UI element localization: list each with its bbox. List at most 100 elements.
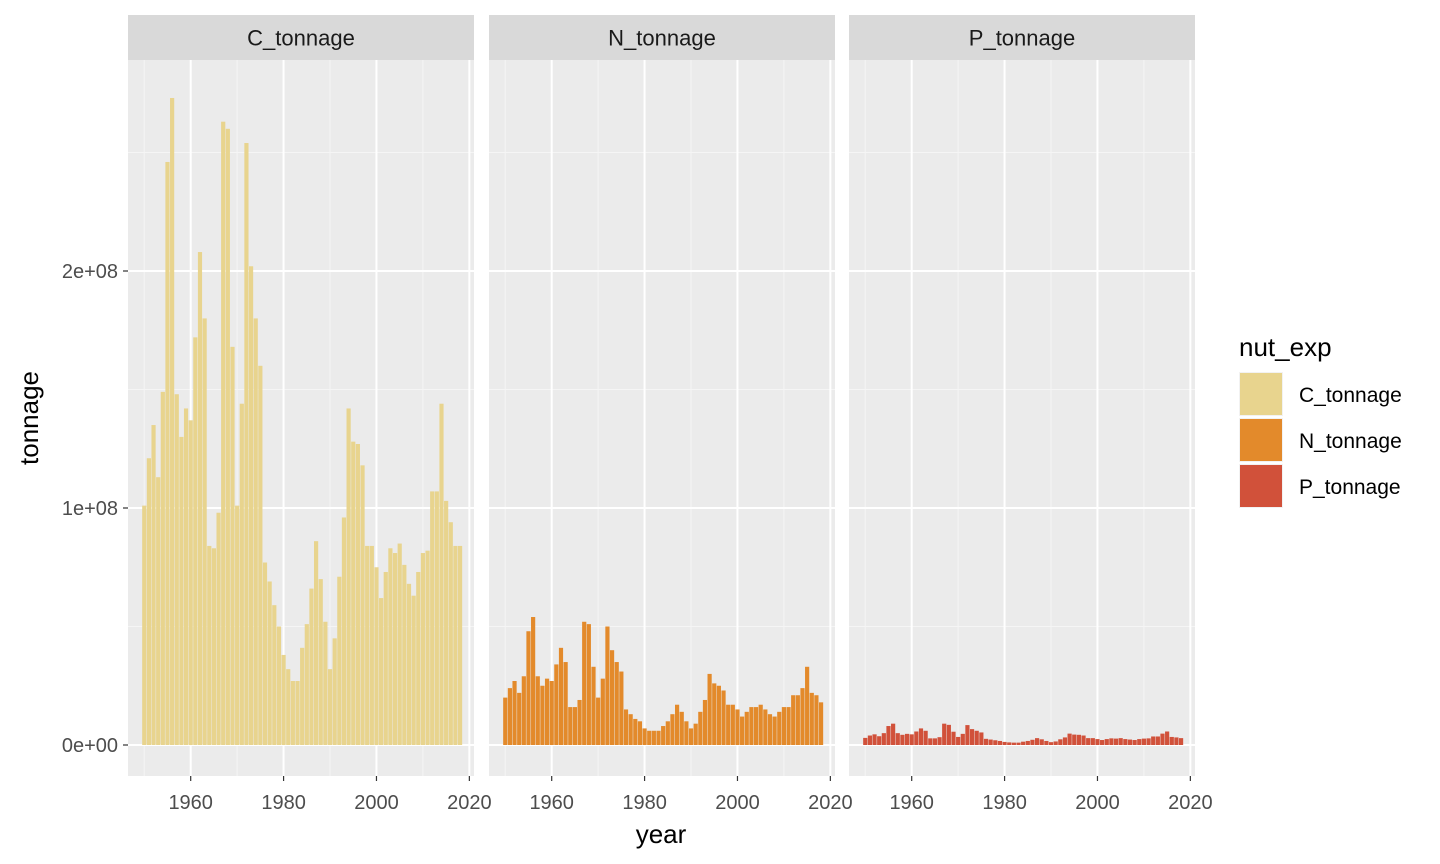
bar-P_tonnage-2011 xyxy=(1146,738,1151,745)
bar-N_tonnage-1965 xyxy=(572,707,578,745)
bar-P_tonnage-1994 xyxy=(1067,733,1072,745)
bar-N_tonnage-1964 xyxy=(568,707,573,745)
bar-N_tonnage-1953 xyxy=(517,692,522,745)
panel-C_tonnage: C_tonnage 1960 1980 2000 2020 xyxy=(128,15,492,814)
bar-N_tonnage-2018 xyxy=(818,702,824,745)
bar-N_tonnage-2000 xyxy=(735,709,740,745)
bar-P_tonnage-1952 xyxy=(872,734,877,745)
bar-P_tonnage-2017 xyxy=(1174,737,1179,745)
bar-N_tonnage-1971 xyxy=(600,678,605,745)
bar-N_tonnage-2004 xyxy=(753,707,759,745)
bar-P_tonnage-2013 xyxy=(1155,736,1160,745)
bar-P_tonnage-2012 xyxy=(1151,736,1156,745)
bar-P_tonnage-1976 xyxy=(983,738,989,745)
bar-C_tonnage-1988 xyxy=(318,579,323,745)
x-tick-label: 1960 xyxy=(529,792,574,814)
bar-N_tonnage-1968 xyxy=(586,624,591,745)
bar-C_tonnage-1982 xyxy=(290,681,295,745)
bar-P_tonnage-2004 xyxy=(1113,738,1119,745)
bar-C_tonnage-1960 xyxy=(188,420,193,745)
bar-C_tonnage-1992 xyxy=(337,576,342,745)
bar-P_tonnage-1982 xyxy=(1011,742,1016,745)
bar-N_tonnage-2017 xyxy=(814,695,819,745)
bar-P_tonnage-1956 xyxy=(891,723,896,745)
bar-N_tonnage-1998 xyxy=(726,704,731,745)
bar-N_tonnage-1993 xyxy=(702,699,708,745)
x-tick-label: 1960 xyxy=(168,792,213,814)
bar-N_tonnage-2006 xyxy=(763,709,768,745)
bar-C_tonnage-1975 xyxy=(258,365,263,745)
bar-P_tonnage-1969 xyxy=(951,731,956,745)
bar-N_tonnage-2014 xyxy=(800,688,805,745)
bar-P_tonnage-1955 xyxy=(886,726,891,745)
bar-C_tonnage-1962 xyxy=(197,252,203,746)
bar-N_tonnage-1977 xyxy=(628,714,633,745)
y-tick-label: 2e+08 xyxy=(62,261,118,283)
bar-N_tonnage-1958 xyxy=(540,685,545,745)
bar-N_tonnage-2011 xyxy=(786,707,791,745)
bar-P_tonnage-1975 xyxy=(979,732,984,745)
bar-N_tonnage-2008 xyxy=(772,716,777,745)
bar-N_tonnage-1976 xyxy=(623,709,629,745)
bar-P_tonnage-1997 xyxy=(1081,735,1086,745)
bar-P_tonnage-2008 xyxy=(1132,740,1137,745)
bar-N_tonnage-1996 xyxy=(716,685,721,745)
bar-C_tonnage-2003 xyxy=(388,548,393,745)
bar-N_tonnage-1952 xyxy=(512,681,517,745)
bar-N_tonnage-1986 xyxy=(670,714,675,745)
bar-C_tonnage-1996 xyxy=(355,444,360,745)
bar-P_tonnage-1974 xyxy=(974,730,979,745)
bar-C_tonnage-1978 xyxy=(272,605,277,745)
bar-C_tonnage-1972 xyxy=(244,143,249,745)
bar-C_tonnage-1979 xyxy=(276,626,282,745)
bar-N_tonnage-1963 xyxy=(563,662,568,745)
facet-strip xyxy=(849,15,1195,60)
bar-P_tonnage-1992 xyxy=(1058,739,1063,745)
bar-P_tonnage-1968 xyxy=(946,724,951,745)
bar-P_tonnage-1979 xyxy=(997,740,1003,745)
bar-P_tonnage-1966 xyxy=(937,737,942,745)
bar-P_tonnage-1960 xyxy=(909,734,914,745)
bar-P_tonnage-2016 xyxy=(1169,736,1174,745)
panel-P_tonnage: P_tonnage 1960 1980 2000 2020 xyxy=(849,15,1213,814)
bar-N_tonnage-2016 xyxy=(809,692,814,745)
bar-P_tonnage-1971 xyxy=(960,733,965,745)
bar-C_tonnage-2001 xyxy=(379,598,384,745)
bar-P_tonnage-2007 xyxy=(1127,739,1133,745)
bar-P_tonnage-1953 xyxy=(877,736,882,745)
bar-P_tonnage-2003 xyxy=(1109,738,1114,745)
bar-N_tonnage-1961 xyxy=(554,664,559,745)
x-tick-label: 2020 xyxy=(1168,792,1213,814)
bar-C_tonnage-1969 xyxy=(230,346,235,745)
bar-P_tonnage-1990 xyxy=(1048,742,1054,745)
bar-N_tonnage-1992 xyxy=(698,711,703,745)
bar-P_tonnage-1950 xyxy=(863,737,868,745)
bar-C_tonnage-1973 xyxy=(248,266,254,745)
bar-C_tonnage-2018 xyxy=(457,545,463,745)
bar-C_tonnage-1959 xyxy=(183,408,189,745)
bar-N_tonnage-1997 xyxy=(721,690,726,745)
bar-C_tonnage-2016 xyxy=(448,522,453,745)
bar-P_tonnage-1983 xyxy=(1016,742,1021,745)
bar-C_tonnage-1985 xyxy=(304,624,309,745)
bar-C_tonnage-2000 xyxy=(374,567,379,745)
facet-strip xyxy=(128,15,474,60)
bar-C_tonnage-1998 xyxy=(365,545,370,745)
bar-C_tonnage-1999 xyxy=(369,545,374,745)
bar-N_tonnage-1972 xyxy=(605,626,610,745)
bar-P_tonnage-1987 xyxy=(1035,738,1040,745)
bar-N_tonnage-1973 xyxy=(609,650,615,745)
bar-N_tonnage-1975 xyxy=(619,671,624,745)
bar-C_tonnage-1970 xyxy=(235,505,240,745)
bar-C_tonnage-2004 xyxy=(392,553,398,745)
bar-P_tonnage-1980 xyxy=(1002,741,1007,745)
bar-N_tonnage-1951 xyxy=(507,688,512,745)
bar-C_tonnage-1968 xyxy=(225,128,230,746)
legend-key-P_tonnage xyxy=(1240,465,1282,507)
bar-C_tonnage-1997 xyxy=(360,465,365,745)
bar-N_tonnage-1999 xyxy=(730,704,735,745)
bar-P_tonnage-2005 xyxy=(1118,738,1123,745)
bar-C_tonnage-2015 xyxy=(444,500,449,745)
bar-P_tonnage-1961 xyxy=(914,731,919,745)
